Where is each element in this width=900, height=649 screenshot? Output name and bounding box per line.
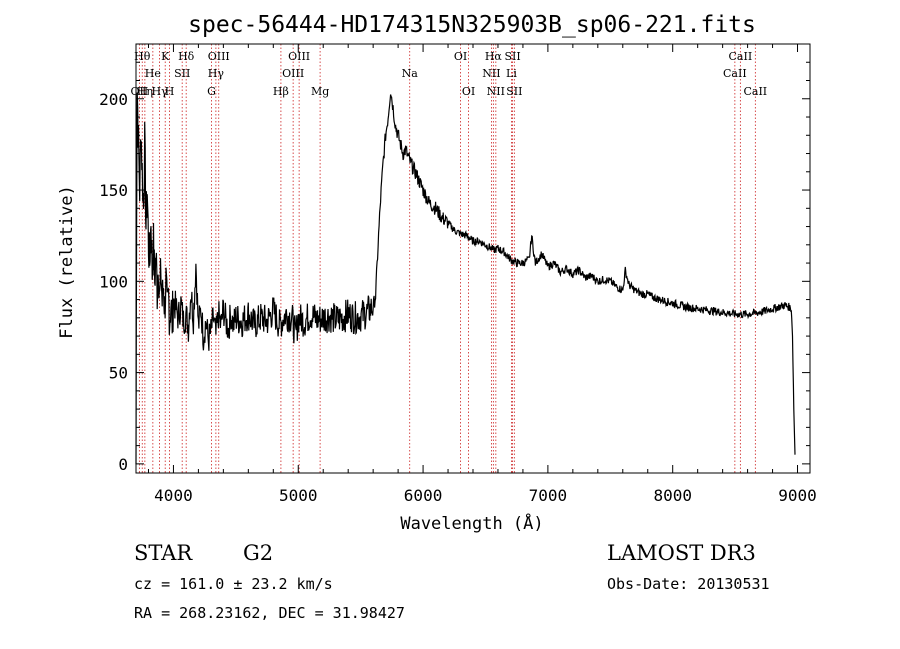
y-axis-label: Flux (relative) [57, 185, 77, 339]
y-tick-label: 150 [99, 181, 128, 200]
object-class: STAR [134, 541, 193, 565]
spectral-line-label: He [145, 67, 161, 80]
y-tick-label: 0 [118, 455, 128, 474]
spectral-line-label: Li [506, 67, 517, 80]
y-tick-label: 100 [99, 272, 128, 291]
y-tick-label: 50 [109, 364, 128, 383]
x-tick-label: 7000 [529, 486, 568, 505]
y-tick-label: 200 [99, 90, 128, 109]
spectral-line-label: Hγ [208, 67, 225, 80]
spectral-line-label: SII [506, 85, 522, 98]
x-tick-label: 9000 [778, 486, 817, 505]
y-axis-ticks: 0 50 100 150 200 [99, 61, 810, 474]
spectral-line-labels: OII Hθ Hη He Hγ K H SII Hδ Hγ G OIII Hβ OIII OIII Mg Na O… [131, 50, 768, 98]
spectral-line-label: K [161, 50, 170, 63]
spectral-line-label: H [165, 85, 175, 98]
spectral-line-label: Hδ [178, 50, 195, 63]
spectral-line-label: SII [504, 50, 520, 63]
survey-name: LAMOST DR3 [607, 541, 756, 565]
spectral-line-label: CaII [743, 85, 767, 98]
spectral-line-markers [138, 44, 756, 473]
spectral-line-label: SII [174, 67, 190, 80]
plot-frame [135, 43, 811, 474]
spectral-line-label: OII [131, 85, 149, 98]
spectral-line-label: Mg [311, 85, 329, 98]
x-tick-label: 5000 [279, 486, 318, 505]
spectral-line-label: OI [462, 85, 475, 98]
spectral-line-label: NII [487, 85, 505, 98]
spectral-line-label: CaII [723, 67, 747, 80]
object-subclass: G2 [243, 541, 273, 565]
x-axis-ticks: 4000 5000 6000 7000 8000 9000 [147, 44, 817, 505]
x-tick-label: 6000 [404, 486, 443, 505]
x-tick-label: 8000 [653, 486, 692, 505]
spectral-line-label: Hβ [273, 85, 289, 98]
x-tick-label: 4000 [154, 486, 193, 505]
chart-title: spec-56444-HD174315N325903B_sp06-221.fit… [188, 12, 756, 38]
spectral-line-label: Hγ [152, 85, 169, 98]
spectral-line-label: G [207, 85, 216, 98]
redshift-cz: cz = 161.0 ± 23.2 km/s [134, 575, 333, 593]
observation-date: Obs-Date: 20130531 [607, 575, 770, 593]
spectral-line-label: OIII [282, 67, 304, 80]
x-axis-label: Wavelength (Å) [400, 512, 543, 534]
spectral-line-label: OIII [208, 50, 230, 63]
spectral-line-label: Hα [485, 50, 503, 63]
spectral-line-label: NII [482, 67, 500, 80]
spectral-line-label: OIII [288, 50, 310, 63]
spectral-line-label: OI [454, 50, 467, 63]
spectral-line-label: CaII [729, 50, 753, 63]
coordinates: RA = 268.23162, DEC = 31.98427 [134, 604, 405, 622]
spectral-line-label: Hη [137, 85, 153, 98]
spectrum-series-line [135, 92, 796, 465]
spectral-line-label: Hθ [134, 50, 151, 63]
spectral-line-label: Na [402, 67, 419, 80]
